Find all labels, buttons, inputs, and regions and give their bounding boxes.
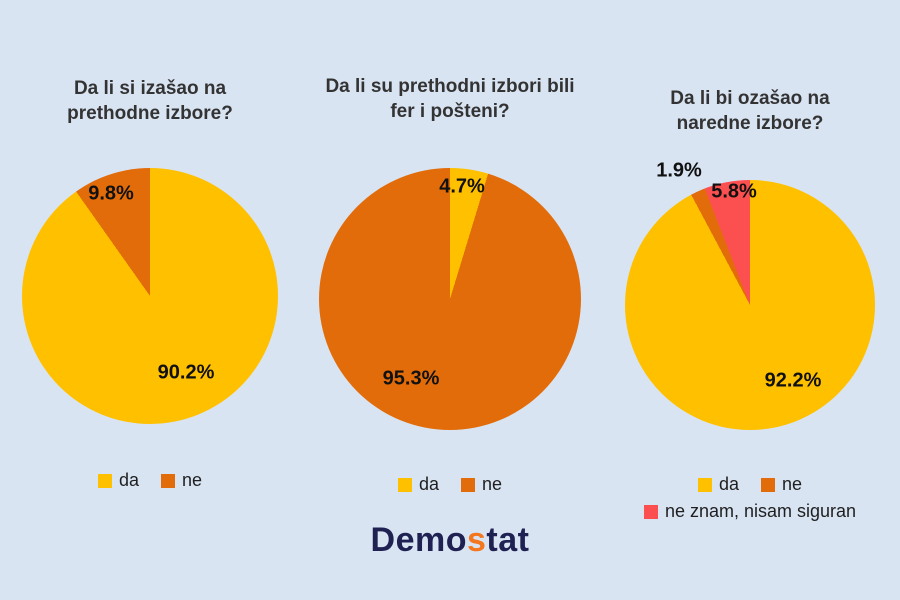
legend-swatch-ne xyxy=(761,477,775,492)
chart-title: Da li si izašao na prethodne izbore? xyxy=(67,78,233,124)
logo-text-s: s xyxy=(466,521,487,559)
legend-label-ne: ne xyxy=(182,470,203,490)
pie-chart: 9.8% 90.2% xyxy=(22,168,278,424)
legend-item-ne: ne xyxy=(761,474,802,495)
chart-future-turnout: Da li bi ozašao na naredne izbore? 1.9% … xyxy=(600,0,900,522)
chart-fair-elections: Da li su prethodni izbori bili fer i poš… xyxy=(300,0,600,522)
legend-label-unsure: ne znam, nisam siguran xyxy=(664,501,857,521)
chart-title: Da li bi ozašao na naredne izbore? xyxy=(670,88,830,134)
value-label-unsure: 5.8% xyxy=(711,180,757,203)
value-label-da: 4.7% xyxy=(439,175,485,198)
value-label-da: 92.2% xyxy=(764,369,822,392)
legend-item-da: da xyxy=(697,474,739,495)
chart-title: Da li su prethodni izbori bili fer i poš… xyxy=(325,76,575,122)
legend-swatch-da xyxy=(397,477,412,492)
pie xyxy=(22,168,278,424)
legend-item-unsure: ne znam, nisam siguran xyxy=(643,501,857,522)
legend-swatch-da xyxy=(697,477,712,492)
legend-label-da: da xyxy=(718,474,739,494)
value-label-ne: 95.3% xyxy=(382,367,440,390)
pie-chart: 1.9% 5.8% 92.2% xyxy=(625,160,875,430)
demostat-logo: Demostat xyxy=(0,521,900,560)
legend: da ne ne znam, nisam siguran xyxy=(643,474,857,522)
legend-row: ne znam, nisam siguran xyxy=(643,501,857,522)
logo-text-tat: tat xyxy=(486,521,530,559)
legend-item-da: da xyxy=(97,470,139,491)
legend: da ne xyxy=(97,470,202,491)
logo-text-demo: Demo xyxy=(370,521,467,559)
legend-label-da: da xyxy=(418,474,439,494)
legend-label-ne: ne xyxy=(782,474,803,494)
legend-item-ne: ne xyxy=(461,474,502,495)
legend-item-ne: ne xyxy=(161,470,202,491)
pie-chart: 4.7% 95.3% xyxy=(319,168,581,430)
value-label-ne: 9.8% xyxy=(88,182,134,205)
legend-swatch-da xyxy=(97,473,112,488)
legend-swatch-ne xyxy=(461,477,475,492)
legend-row: da ne xyxy=(97,470,202,491)
legend-label-da: da xyxy=(118,470,139,490)
legend-swatch-ne xyxy=(161,473,175,488)
legend-swatch-unsure xyxy=(643,504,658,519)
value-label-ne: 1.9% xyxy=(656,159,702,182)
legend-row: da ne xyxy=(697,474,802,495)
chart-previous-turnout: Da li si izašao na prethodne izbore? 9.8… xyxy=(0,0,300,522)
charts-row: Da li si izašao na prethodne izbore? 9.8… xyxy=(0,0,900,522)
legend-item-da: da xyxy=(397,474,439,495)
pie xyxy=(319,168,581,430)
value-label-da: 90.2% xyxy=(157,361,215,384)
legend-label-ne: ne xyxy=(482,474,503,494)
pie xyxy=(625,180,875,430)
legend: da ne xyxy=(397,474,502,495)
legend-row: da ne xyxy=(397,474,502,495)
